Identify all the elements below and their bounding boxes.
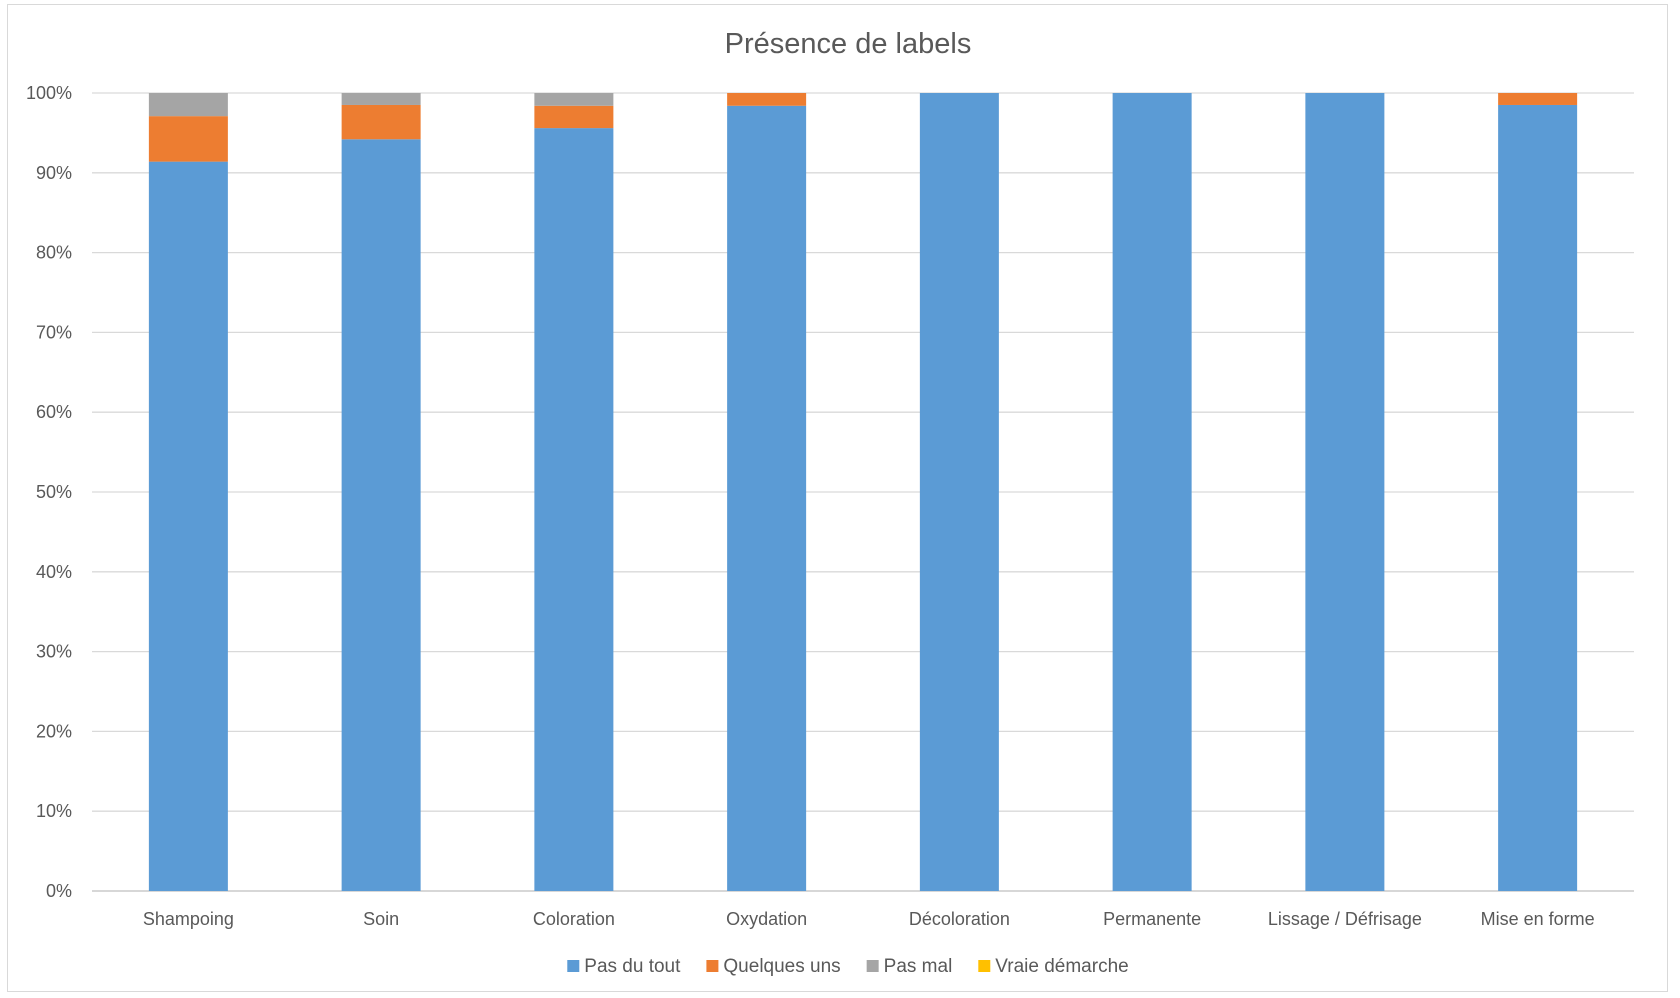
y-tick-label: 30% (36, 642, 72, 662)
bar-segment-pas-du-tout (727, 105, 807, 891)
bar-segment-quelques-uns (1498, 93, 1578, 105)
chart-area (7, 4, 1668, 992)
legend-item: Pas mal (866, 956, 953, 977)
y-tick-label: 40% (36, 562, 72, 582)
y-tick-label: 50% (36, 482, 72, 502)
legend-swatch (978, 960, 991, 972)
y-tick-label: 70% (36, 322, 72, 342)
chart-title: Présence de labels (725, 28, 972, 60)
legend: Pas du tout Quelques uns Pas mal Vraie déma… (567, 956, 1129, 977)
bar-segment-quelques-uns (148, 116, 228, 162)
y-axis: 0% 10% 20% 30% 40% 50% 60% 70% 80% 90% 100% (26, 83, 72, 901)
x-tick-label: Oxydation (726, 909, 807, 929)
bar-segment-quelques-uns (534, 105, 614, 129)
x-tick-label: Mise en forme (1481, 909, 1595, 929)
legend-swatch (706, 960, 719, 972)
y-tick-label: 10% (36, 801, 72, 821)
legend-label: Vraie démarche (995, 956, 1128, 977)
x-tick-label: Soin (363, 909, 399, 929)
x-tick-label: Décoloration (909, 909, 1010, 929)
legend-item: Vraie démarche (978, 956, 1129, 977)
bar-segment-pas-mal (534, 93, 614, 106)
x-tick-label: Lissage / Défrisage (1268, 909, 1422, 929)
y-tick-label: 100% (26, 83, 72, 103)
y-tick-label: 0% (46, 881, 72, 901)
y-tick-label: 80% (36, 243, 72, 263)
y-tick-label: 90% (36, 163, 72, 183)
legend-item: Quelques uns (706, 956, 841, 977)
bar-segment-pas-du-tout (341, 139, 421, 891)
legend-swatch (866, 960, 879, 972)
x-tick-label: Coloration (533, 909, 615, 929)
y-tick-label: 20% (36, 721, 72, 741)
x-axis: Shampoing Soin Coloration Oxydation Décolora… (143, 909, 1595, 929)
y-tick-label: 60% (36, 402, 72, 422)
gridlines (92, 92, 1634, 892)
bar-segment-pas-du-tout (534, 128, 614, 891)
legend-label: Pas mal (884, 956, 953, 977)
x-tick-label: Shampoing (143, 909, 234, 929)
legend-item: Pas du tout (567, 956, 681, 977)
bar-segment-pas-du-tout (148, 161, 228, 892)
bar-segment-pas-mal (148, 93, 228, 117)
legend-label: Quelques uns (723, 956, 840, 977)
bar-segment-pas-mal (341, 93, 421, 105)
bar-segment-pas-du-tout (1498, 104, 1578, 892)
legend-label: Pas du tout (584, 956, 681, 977)
bar-segment-pas-du-tout (1112, 93, 1192, 891)
bar-segment-pas-du-tout (919, 93, 999, 891)
bar-segment-quelques-uns (727, 93, 807, 106)
bar-segment-pas-du-tout (1305, 93, 1385, 891)
bar-segment-quelques-uns (341, 104, 421, 140)
bars (148, 93, 1578, 892)
legend-swatch (567, 960, 580, 972)
x-tick-label: Permanente (1103, 909, 1201, 929)
